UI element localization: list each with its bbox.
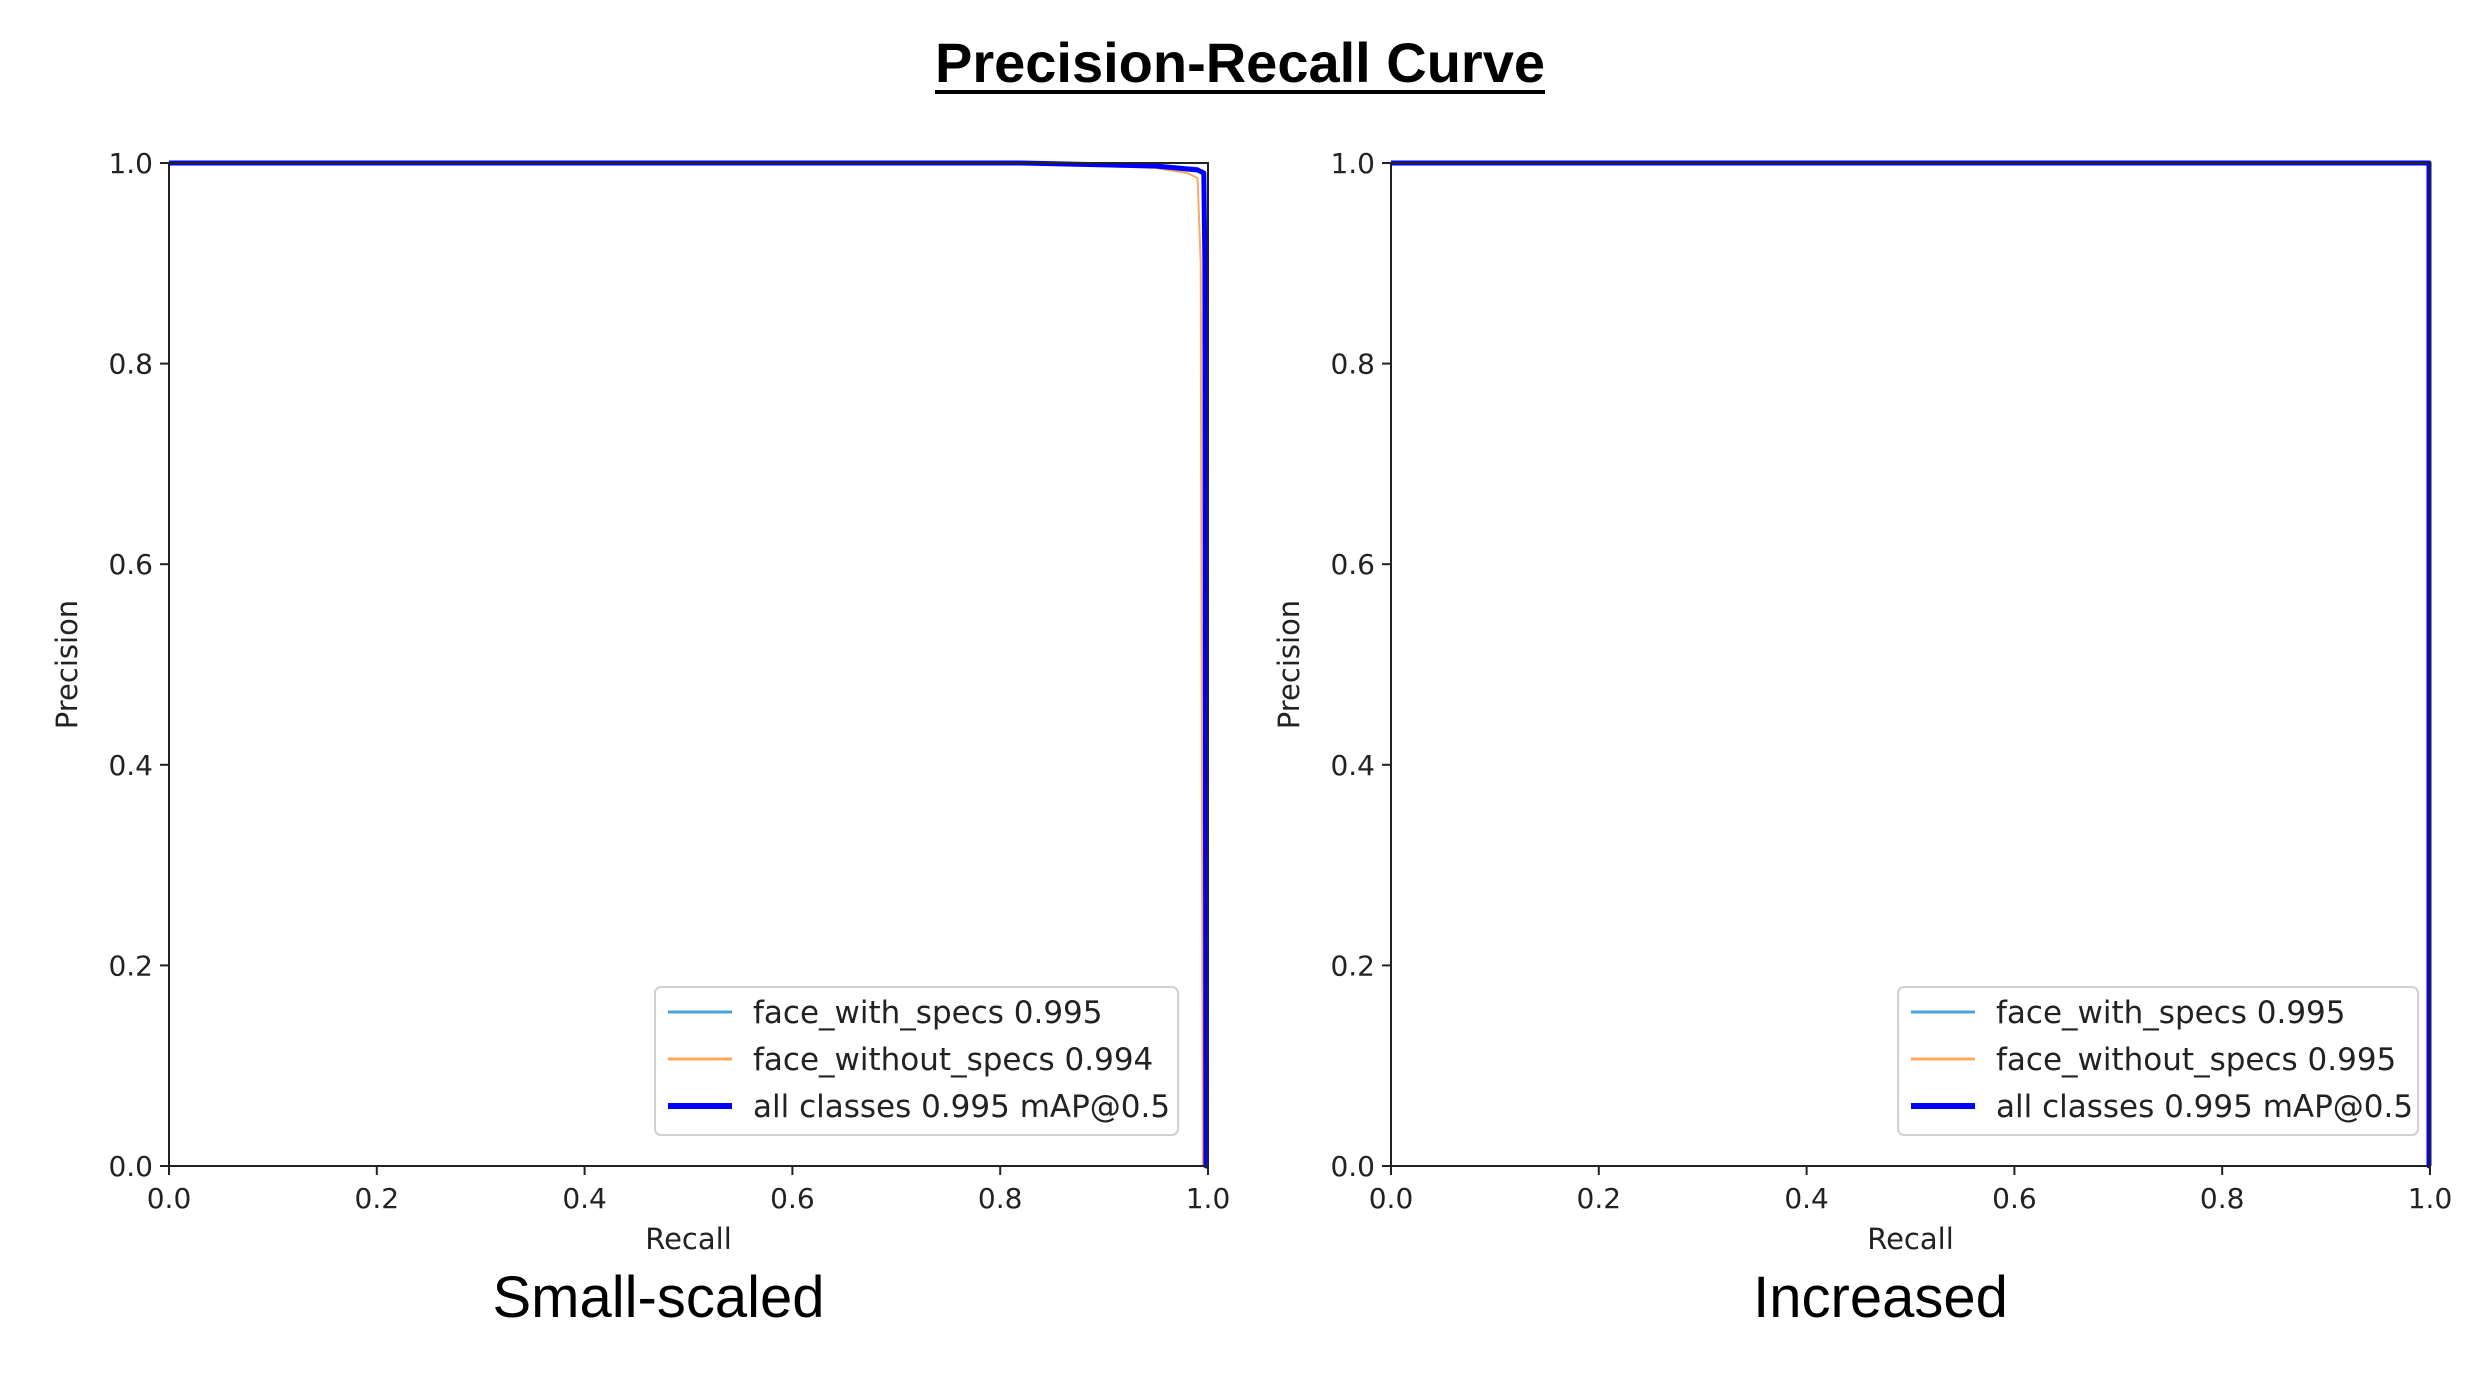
y-tick-label: 0.4 [108,749,153,782]
y-tick-label: 1.0 [1330,147,1375,180]
x-tick-label: 0.4 [1784,1182,1829,1215]
y-tick-label: 0.8 [1330,348,1375,381]
x-tick-label: 0.0 [1369,1182,1414,1215]
x-tick-label: 1.0 [1186,1182,1231,1215]
x-tick-label: 0.6 [770,1182,815,1215]
y-tick-label: 0.2 [1330,949,1375,982]
legend-item: all classes 0.995 mAP@0.5 [668,1089,1170,1125]
y-tick-label: 0.4 [1330,749,1375,782]
y-tick-label: 0.0 [1330,1150,1375,1183]
legend-item: face_without_specs 0.995 [1911,1042,2396,1078]
plot-frame [1390,162,2431,1167]
y-axis-label: Precision [50,600,84,729]
chart-panel-2: 0.0 0.2 0.4 0.6 0.8 1.0 0.0 0.2 0.4 0.6 0.8 1.0 Reca… [1272,147,2452,1330]
legend-label: all classes 0.995 mAP@0.5 [1996,1089,2413,1125]
legend-label: all classes 0.995 mAP@0.5 [753,1089,1170,1125]
x-tick-label: 0.0 [147,1182,192,1215]
legend-item: face_with_specs 0.995 [1911,995,2346,1031]
legend: face_with_specs 0.995 face_without_specs … [1897,986,2419,1136]
x-tick-label: 0.2 [355,1182,400,1215]
y-tick-label: 1.0 [108,147,153,180]
legend-label: face_with_specs 0.995 [753,995,1103,1031]
chart-caption: Small-scaled [493,1265,825,1330]
y-tick-label: 0.6 [108,548,153,581]
legend-label: face_without_specs 0.995 [1996,1042,2396,1078]
x-tick-label: 0.6 [1992,1182,2037,1215]
x-tick-label: 0.8 [978,1182,1023,1215]
x-tick-label: 0.2 [1577,1182,1622,1215]
chart-caption: Increased [1753,1265,2008,1330]
chart-panel-1: 0.0 0.2 0.4 0.6 0.8 1.0 0.0 0.2 0.4 0.6 0.8 1.0 Reca… [50,147,1230,1330]
legend-label: face_without_specs 0.994 [753,1042,1153,1078]
x-tick-label: 0.4 [562,1182,607,1215]
legend-item: all classes 0.995 mAP@0.5 [1911,1089,2413,1125]
legend: face_with_specs 0.995 face_without_specs … [654,986,1179,1136]
figure-title: Precision-Recall Curve [934,31,1546,94]
y-axis-label: Precision [1272,600,1306,729]
plot-frame [168,162,1209,1167]
y-tick-label: 0.0 [108,1150,153,1183]
x-axis-label: Recall [645,1222,732,1256]
y-tick-label: 0.6 [1330,548,1375,581]
y-tick-label: 0.2 [108,949,153,982]
y-tick-label: 0.8 [108,348,153,381]
legend-label: face_with_specs 0.995 [1996,995,2346,1031]
x-tick-label: 0.8 [2200,1182,2245,1215]
legend-box [654,986,1179,1136]
legend-item: face_with_specs 0.995 [668,995,1103,1031]
x-axis-label: Recall [1867,1222,1954,1256]
legend-item: face_without_specs 0.994 [668,1042,1153,1078]
legend-box [1897,986,2419,1136]
x-tick-label: 1.0 [2408,1182,2453,1215]
